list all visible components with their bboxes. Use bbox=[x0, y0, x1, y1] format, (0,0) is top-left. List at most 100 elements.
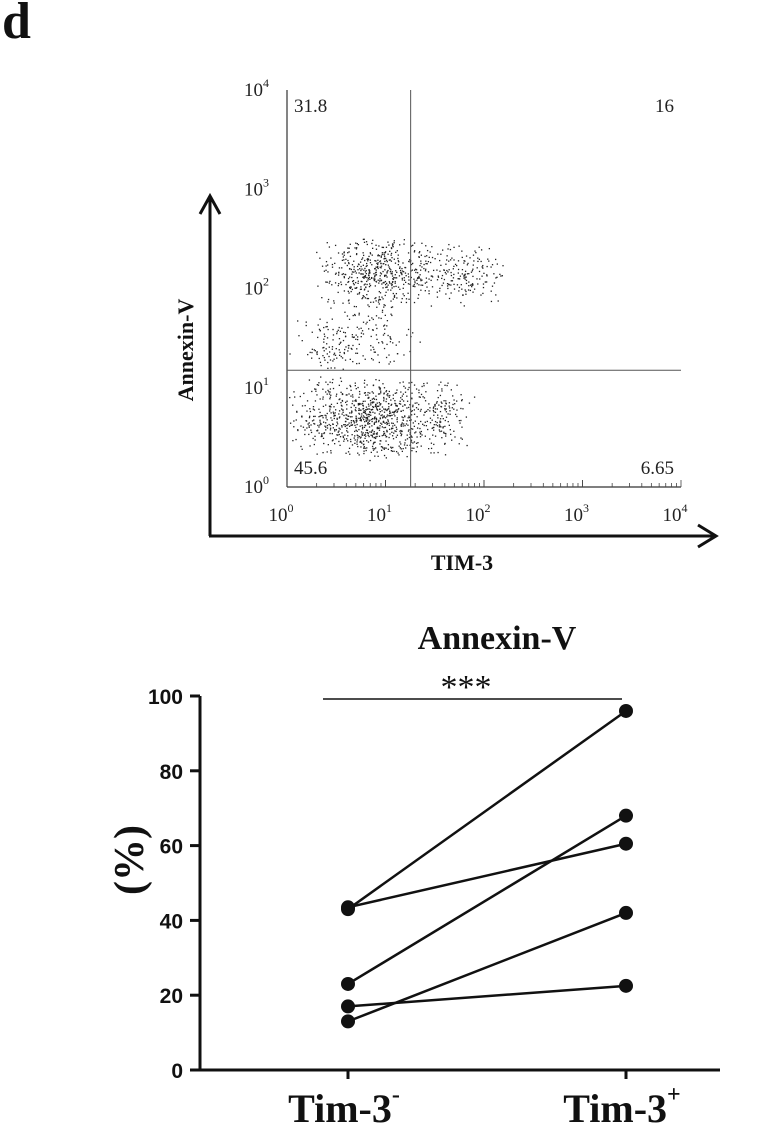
event-dot bbox=[351, 411, 353, 413]
event-dot bbox=[430, 452, 432, 454]
event-dot bbox=[385, 457, 388, 459]
event-dot bbox=[379, 278, 381, 280]
event-dot bbox=[460, 419, 462, 422]
event-dot bbox=[343, 414, 345, 417]
event-dot bbox=[377, 354, 379, 356]
event-dot bbox=[428, 290, 430, 292]
event-dot bbox=[349, 286, 351, 289]
event-dot bbox=[362, 440, 365, 442]
event-dot bbox=[400, 397, 402, 399]
event-dot bbox=[390, 247, 393, 249]
event-dot bbox=[322, 355, 324, 357]
event-dot bbox=[447, 287, 449, 290]
event-dot bbox=[451, 439, 453, 441]
event-dot bbox=[484, 281, 486, 283]
event-dot bbox=[414, 420, 416, 422]
event-dot bbox=[321, 265, 324, 267]
event-dot bbox=[384, 251, 387, 253]
event-dot bbox=[401, 297, 403, 300]
event-dot bbox=[471, 284, 473, 286]
event-dot bbox=[413, 441, 416, 443]
event-dot bbox=[319, 330, 322, 332]
event-dot bbox=[433, 411, 435, 413]
event-dot bbox=[452, 403, 454, 406]
event-dot bbox=[476, 267, 478, 269]
event-dot bbox=[321, 433, 323, 435]
event-dot bbox=[349, 438, 352, 441]
event-dot bbox=[395, 430, 397, 433]
event-dot bbox=[453, 288, 456, 290]
event-dot bbox=[403, 295, 405, 297]
event-dot bbox=[383, 400, 385, 402]
event-dot bbox=[381, 406, 384, 408]
event-dot bbox=[378, 290, 380, 293]
event-dot bbox=[339, 377, 342, 379]
event-dot bbox=[436, 269, 438, 271]
event-dot bbox=[420, 445, 422, 447]
event-dot bbox=[355, 253, 358, 256]
event-dot bbox=[338, 326, 340, 329]
paired-points bbox=[341, 703, 633, 1029]
event-dot bbox=[354, 314, 356, 317]
event-dot bbox=[405, 298, 408, 300]
event-dot bbox=[365, 262, 368, 265]
event-dot bbox=[373, 273, 375, 275]
event-dot bbox=[390, 254, 392, 256]
event-dot bbox=[371, 276, 373, 279]
event-dot bbox=[333, 302, 335, 304]
event-dot bbox=[317, 384, 320, 386]
event-dot bbox=[380, 262, 382, 265]
event-dot bbox=[377, 279, 379, 281]
event-dot bbox=[439, 287, 441, 290]
event-dot bbox=[369, 422, 371, 425]
event-dot bbox=[370, 439, 372, 442]
event-dot bbox=[377, 427, 380, 430]
event-dot bbox=[385, 286, 387, 289]
event-dot bbox=[423, 424, 425, 427]
event-dot bbox=[456, 384, 458, 386]
event-dot bbox=[374, 272, 377, 274]
event-dot bbox=[362, 321, 365, 323]
event-dot bbox=[469, 289, 472, 292]
event-dot bbox=[333, 414, 336, 416]
y-tick-label: 100 bbox=[244, 473, 269, 498]
event-dot bbox=[407, 430, 410, 432]
event-dot bbox=[447, 248, 449, 250]
event-dot bbox=[371, 425, 373, 427]
event-dot bbox=[342, 435, 344, 437]
event-dot bbox=[438, 290, 441, 292]
event-dot bbox=[354, 247, 356, 249]
event-dot bbox=[358, 263, 360, 266]
event-dot bbox=[347, 344, 350, 347]
event-dot bbox=[400, 410, 402, 412]
event-dot bbox=[369, 399, 372, 402]
event-dot bbox=[366, 429, 369, 431]
event-dot bbox=[411, 447, 413, 449]
event-dot bbox=[306, 427, 308, 429]
event-dot bbox=[421, 266, 423, 268]
event-dot bbox=[414, 280, 416, 282]
event-dot bbox=[316, 251, 318, 254]
event-dot bbox=[446, 285, 449, 287]
event-dot bbox=[445, 403, 448, 405]
event-dot bbox=[370, 349, 372, 351]
event-dot bbox=[352, 336, 355, 339]
y-tick-label: 0 bbox=[171, 1060, 183, 1083]
event-dot bbox=[332, 378, 334, 381]
event-dot bbox=[308, 422, 310, 424]
event-dot bbox=[425, 268, 427, 270]
event-dot bbox=[381, 246, 383, 249]
event-dot bbox=[395, 426, 397, 428]
event-dot bbox=[360, 269, 362, 272]
event-dot bbox=[367, 419, 369, 421]
event-dot bbox=[303, 392, 305, 395]
event-dot bbox=[367, 257, 369, 260]
event-dot bbox=[362, 276, 364, 278]
event-dot bbox=[445, 273, 447, 275]
event-dot bbox=[353, 271, 355, 273]
event-dot bbox=[338, 338, 341, 340]
event-dot bbox=[367, 391, 369, 394]
event-dot bbox=[384, 251, 387, 254]
event-dot bbox=[389, 412, 392, 414]
event-dot bbox=[397, 260, 400, 262]
